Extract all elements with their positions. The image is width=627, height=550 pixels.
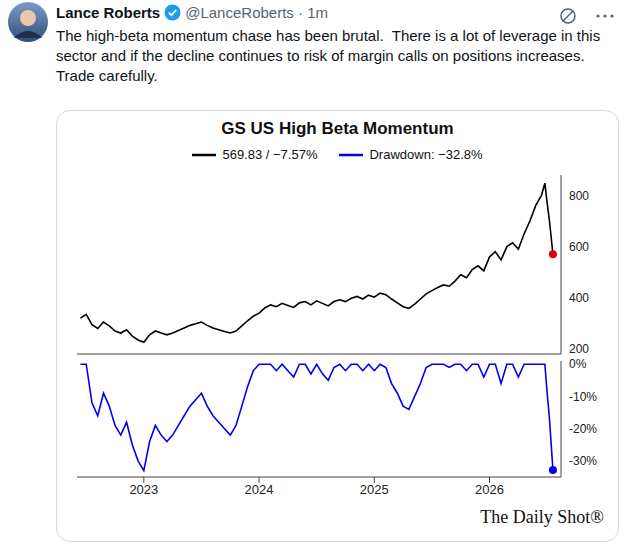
svg-text:-10%: -10% [569, 390, 597, 404]
svg-text:2025: 2025 [360, 482, 389, 497]
svg-text:-30%: -30% [569, 454, 597, 468]
svg-text:0%: 0% [569, 357, 587, 371]
svg-text:600: 600 [569, 240, 589, 254]
html-text:GS US High Beta Momentum: GS US High Beta Momentum [221, 119, 454, 138]
html-text:569.83 / −7.57%: 569.83 / −7.57% [222, 147, 318, 162]
svg-text:200: 200 [569, 342, 589, 355]
svg-text:2023: 2023 [129, 482, 158, 497]
html-text:The Daily Shot®: The Daily Shot® [480, 507, 604, 527]
html-text:Drawdown: −32.8%: Drawdown: −32.8% [369, 147, 483, 162]
svg-text:800: 800 [569, 189, 589, 203]
svg-text:2024: 2024 [245, 482, 274, 497]
html-text:Lance Roberts: Lance Roberts [56, 4, 161, 21]
svg-text:2026: 2026 [475, 482, 504, 497]
html-text:@LanceRoberts · 1m: @LanceRoberts · 1m [185, 4, 328, 21]
html-text:The high-beta momentum chase h: The high-beta momentum chase has been br… [56, 27, 605, 84]
svg-text:-20%: -20% [569, 422, 597, 436]
svg-text:400: 400 [569, 291, 589, 305]
